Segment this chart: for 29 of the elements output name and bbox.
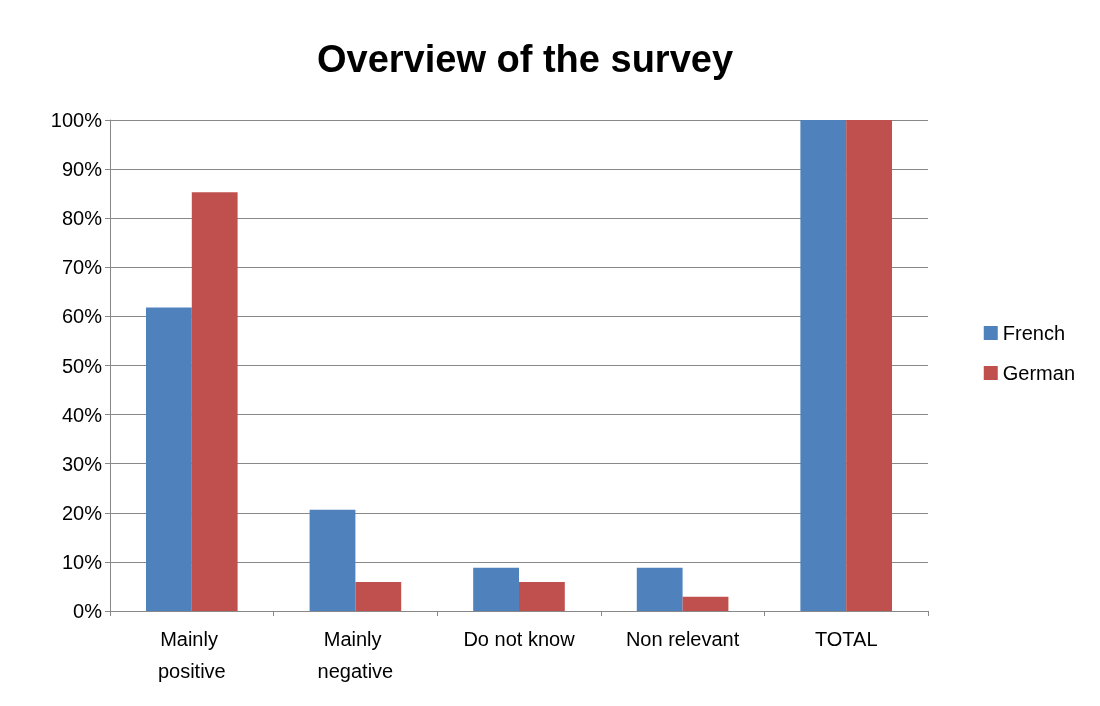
x-tick-label: TOTAL bbox=[814, 628, 878, 650]
bar bbox=[519, 582, 565, 611]
y-tick-label: 0% bbox=[73, 600, 103, 622]
x-tick-label: Mainly positive bbox=[157, 628, 226, 682]
legend-label: French bbox=[1002, 322, 1065, 344]
y-tick-label: 60% bbox=[61, 305, 103, 328]
y-tick-label: 70% bbox=[61, 256, 103, 279]
y-tick-label: 40% bbox=[61, 403, 103, 426]
bar bbox=[145, 307, 192, 611]
bar bbox=[309, 509, 356, 611]
y-tick-label: 10% bbox=[61, 550, 103, 573]
bar bbox=[473, 567, 519, 611]
y-tick-label: 90% bbox=[61, 158, 103, 181]
bar bbox=[636, 567, 683, 611]
y-tick-label: 100% bbox=[50, 109, 103, 131]
bar bbox=[682, 596, 729, 611]
x-tick-label: Do not know bbox=[463, 628, 576, 650]
chart-title: Overview of the survey bbox=[316, 38, 734, 80]
bar bbox=[800, 120, 847, 611]
x-tick-label: Non relevant bbox=[625, 628, 740, 650]
y-tick-label: 30% bbox=[61, 452, 103, 475]
y-tick-label: 50% bbox=[61, 354, 103, 377]
bar bbox=[355, 582, 402, 611]
y-tick-label: 80% bbox=[61, 207, 103, 230]
y-tick-label: 20% bbox=[61, 501, 103, 524]
legend-label: German bbox=[1002, 362, 1075, 384]
bar bbox=[846, 120, 893, 611]
bar bbox=[191, 192, 238, 611]
x-tick-label: Mainly negative bbox=[317, 628, 394, 682]
